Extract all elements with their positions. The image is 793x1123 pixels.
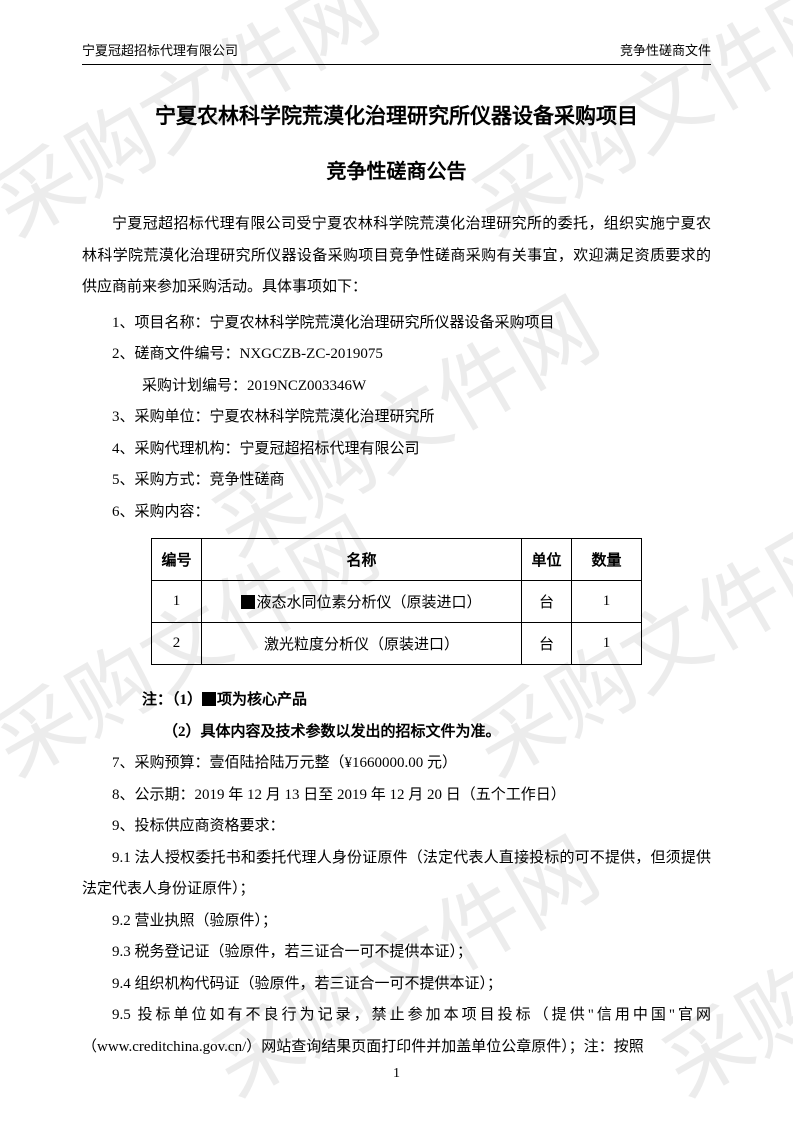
item-purchase-unit: 3、采购单位：宁夏农林科学院荒漠化治理研究所 [82,402,711,434]
cell-name: 液态水同位素分析仪（原装进口） [202,581,522,623]
header-left: 宁夏冠超招标代理有限公司 [82,40,238,59]
th-id: 编号 [152,539,202,581]
note-core-product: 注：（1） 项为核心产品 [82,685,711,717]
item-doc-number: 2、磋商文件编号：NXGCZB-ZC-2019075 [82,339,711,371]
content-table: 编号 名称 单位 数量 1 液态水同位素分析仪（原装进口） 台 1 2 激光粒度… [151,538,642,665]
th-unit: 单位 [522,539,572,581]
header-right: 竞争性磋商文件 [620,40,711,59]
cell-unit: 台 [522,623,572,665]
cell-id: 2 [152,623,202,665]
cell-unit: 台 [522,581,572,623]
intro-paragraph: 宁夏冠超招标代理有限公司受宁夏农林科学院荒漠化治理研究所的委托，组织实施宁夏农林… [82,209,711,304]
item-agency: 4、采购代理机构：宁夏冠超招标代理有限公司 [82,434,711,466]
item-budget: 7、采购预算：壹佰陆拾陆万元整（¥1660000.00 元） [82,748,711,780]
item-content-label: 6、采购内容： [82,497,711,529]
cell-name-text: 液态水同位素分析仪（原装进口） [256,595,481,611]
page-header: 宁夏冠超招标代理有限公司 竞争性磋商文件 [82,40,711,65]
table-row: 2 激光粒度分析仪（原装进口） 台 1 [152,623,642,665]
core-mark-icon [241,595,255,609]
req-92: 9.2 营业执照（验原件）； [82,906,711,938]
table-row: 1 液态水同位素分析仪（原装进口） 台 1 [152,581,642,623]
note-1-suffix: 项为核心产品 [217,692,307,708]
item-plan-number: 采购计划编号：2019NCZ003346W [82,371,711,403]
note-tech-params: （2）具体内容及技术参数以发出的招标文件为准。 [82,717,711,749]
document-page: 宁夏冠超招标代理有限公司 竞争性磋商文件 宁夏农林科学院荒漠化治理研究所仪器设备… [0,0,793,1123]
item-method: 5、采购方式：竞争性磋商 [82,465,711,497]
item-qualification-label: 9、投标供应商资格要求： [82,811,711,843]
req-94: 9.4 组织机构代码证（验原件，若三证合一可不提供本证）； [82,969,711,1001]
document-title: 宁夏农林科学院荒漠化治理研究所仪器设备采购项目 [82,100,711,130]
item-publicity-period: 8、公示期：2019 年 12 月 13 日至 2019 年 12 月 20 日… [82,780,711,812]
th-qty: 数量 [572,539,642,581]
req-93: 9.3 税务登记证（验原件，若三证合一可不提供本证）； [82,937,711,969]
cell-id: 1 [152,581,202,623]
th-name: 名称 [202,539,522,581]
note-1-prefix: 注：（1） [142,692,202,708]
req-91: 9.1 法人授权委托书和委托代理人身份证原件（法定代表人直接投标的可不提供，但须… [82,843,711,906]
document-subtitle: 竞争性磋商公告 [82,155,711,184]
content-table-wrap: 编号 名称 单位 数量 1 液态水同位素分析仪（原装进口） 台 1 2 激光粒度… [82,538,711,665]
table-header-row: 编号 名称 单位 数量 [152,539,642,581]
cell-qty: 1 [572,623,642,665]
cell-name: 激光粒度分析仪（原装进口） [202,623,522,665]
core-mark-icon [202,692,216,706]
req-95: 9.5 投标单位如有不良行为记录，禁止参加本项目投标（提供"信用中国"官网（ww… [82,1000,711,1063]
cell-qty: 1 [572,581,642,623]
item-project-name: 1、项目名称：宁夏农林科学院荒漠化治理研究所仪器设备采购项目 [82,308,711,340]
